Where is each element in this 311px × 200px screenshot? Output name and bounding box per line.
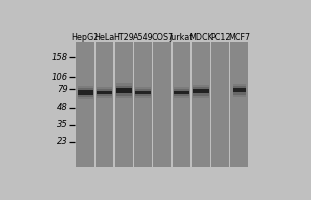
Bar [233, 84, 246, 97]
Bar [233, 86, 246, 95]
Bar [97, 91, 112, 94]
Text: PC12: PC12 [210, 33, 230, 42]
Bar [230, 42, 248, 167]
Text: 79: 79 [57, 85, 68, 94]
Bar [233, 88, 246, 92]
Bar [116, 83, 132, 98]
Text: 106: 106 [52, 73, 68, 82]
Text: MCF7: MCF7 [228, 33, 250, 42]
Text: 158: 158 [52, 53, 68, 62]
Bar [76, 42, 94, 167]
Bar [193, 85, 209, 98]
Text: MDCK: MDCK [189, 33, 213, 42]
Bar [193, 89, 209, 93]
Bar [174, 91, 189, 94]
Bar [135, 89, 151, 96]
Bar [97, 89, 112, 96]
Text: Jurkat: Jurkat [170, 33, 193, 42]
Bar [116, 86, 132, 96]
Bar [135, 87, 151, 98]
Text: 35: 35 [57, 120, 68, 129]
Bar [153, 42, 171, 167]
Bar [97, 87, 112, 98]
Bar [134, 42, 152, 167]
Text: 48: 48 [57, 103, 68, 112]
Bar [193, 87, 209, 96]
Bar [116, 88, 132, 93]
Text: 23: 23 [57, 137, 68, 146]
Text: A549: A549 [132, 33, 153, 42]
Bar [135, 91, 151, 94]
Bar [192, 42, 210, 167]
Bar [211, 42, 229, 167]
Bar [77, 90, 93, 95]
Text: HepG2: HepG2 [72, 33, 99, 42]
Bar [173, 42, 190, 167]
Text: HT29: HT29 [113, 33, 134, 42]
Text: HeLa: HeLa [94, 33, 114, 42]
Text: COS7: COS7 [151, 33, 174, 42]
Bar [77, 88, 93, 97]
Bar [174, 89, 189, 96]
Bar [174, 87, 189, 98]
Bar [115, 42, 132, 167]
Bar [77, 86, 93, 99]
Bar [95, 42, 113, 167]
